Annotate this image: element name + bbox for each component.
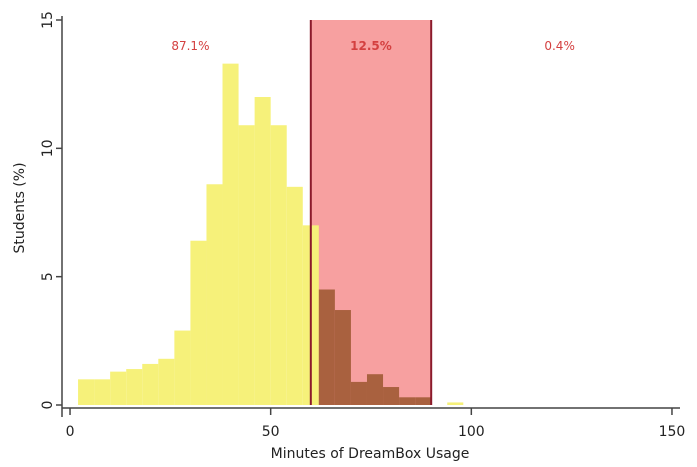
axes: 0 5 10 15 0 50 100 150 bbox=[40, 11, 685, 440]
histogram-bar bbox=[110, 371, 127, 405]
histogram-bar bbox=[270, 125, 287, 405]
histogram-bar bbox=[142, 363, 159, 405]
x-tick-label: 0 bbox=[66, 424, 75, 440]
histogram-bar bbox=[366, 374, 384, 405]
histogram-bar bbox=[222, 63, 239, 406]
y-tick-label: 5 bbox=[40, 272, 56, 281]
histogram-bar bbox=[78, 379, 95, 405]
histogram-bar bbox=[206, 184, 223, 405]
region-percent-label: 12.5% bbox=[350, 39, 392, 53]
histogram-bar bbox=[158, 358, 175, 405]
y-axis-title: Students (%) bbox=[12, 162, 28, 253]
histogram-bar bbox=[94, 379, 111, 405]
x-ticks: 0 50 100 150 bbox=[66, 408, 686, 440]
histogram-bar bbox=[350, 381, 367, 405]
y-tick-label: 0 bbox=[40, 401, 56, 410]
y-tick-label: 10 bbox=[40, 139, 56, 157]
histogram-bar bbox=[190, 240, 207, 405]
x-tick-label: 50 bbox=[262, 424, 280, 440]
x-tick-label: 100 bbox=[458, 424, 485, 440]
plot-area bbox=[78, 20, 464, 406]
histogram-bar bbox=[334, 310, 351, 405]
y-tick-label: 15 bbox=[40, 11, 56, 29]
region-percent-label: 0.4% bbox=[544, 39, 575, 53]
histogram-bar bbox=[399, 397, 416, 405]
y-ticks: 0 5 10 15 bbox=[40, 11, 62, 409]
histogram-bar bbox=[286, 186, 303, 405]
region-labels: 87.1% 12.5% 0.4% bbox=[171, 39, 575, 53]
histogram-bar bbox=[254, 97, 271, 405]
histogram-bar bbox=[383, 387, 400, 405]
histogram-bar bbox=[415, 397, 432, 405]
histogram-bar bbox=[126, 369, 143, 405]
x-tick-label: 150 bbox=[659, 424, 686, 440]
region-percent-label: 87.1% bbox=[171, 39, 209, 53]
x-axis-title: Minutes of DreamBox Usage bbox=[271, 446, 470, 462]
histogram-bar bbox=[318, 289, 335, 405]
histogram-bar bbox=[174, 330, 191, 405]
histogram-bar bbox=[238, 125, 255, 405]
histogram-bar bbox=[447, 402, 464, 405]
